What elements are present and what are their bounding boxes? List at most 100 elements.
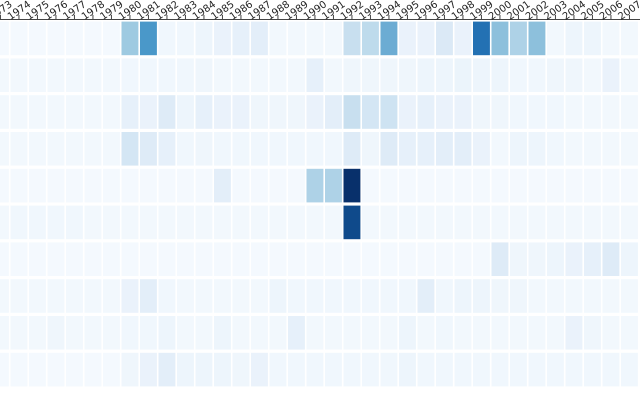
heatmap-cell-r3-1995[interactable] — [399, 132, 416, 166]
heatmap-cell-r2-1977[interactable] — [66, 95, 83, 129]
heatmap-cell-r0-1999[interactable] — [473, 21, 490, 56]
heatmap-cell-r1-1991[interactable] — [325, 58, 342, 92]
heatmap-cell-r4-1993[interactable] — [362, 168, 379, 203]
heatmap-cell-r7-1984[interactable] — [195, 279, 213, 313]
heatmap-cell-r3-1994[interactable] — [380, 132, 398, 166]
heatmap-cell-r4-1992[interactable] — [343, 168, 361, 203]
heatmap-cell-r8-1984[interactable] — [195, 316, 213, 350]
heatmap-cell-r0-1991[interactable] — [325, 21, 342, 56]
heatmap-cell-r0-1976[interactable] — [47, 21, 65, 56]
heatmap-cell-r7-1973[interactable] — [0, 279, 9, 313]
heatmap-cell-r9-1987[interactable] — [251, 352, 268, 387]
heatmap-cell-r8-2003[interactable] — [547, 316, 564, 350]
heatmap-cell-r1-1999[interactable] — [473, 58, 490, 92]
heatmap-cell-r1-1993[interactable] — [362, 58, 379, 92]
heatmap-cell-r8-1982[interactable] — [158, 316, 176, 350]
heatmap-cell-r6-1976[interactable] — [47, 242, 65, 276]
heatmap-cell-r6-1991[interactable] — [325, 242, 342, 276]
heatmap-cell-r7-1977[interactable] — [66, 279, 83, 313]
heatmap-cell-r2-1980[interactable] — [121, 95, 139, 129]
heatmap-cell-r7-1994[interactable] — [380, 279, 398, 313]
heatmap-cell-r7-1997[interactable] — [436, 279, 453, 313]
heatmap-cell-r8-1998[interactable] — [454, 316, 472, 350]
heatmap-cell-r1-2001[interactable] — [510, 58, 527, 92]
heatmap-cell-r5-1981[interactable] — [140, 205, 157, 240]
heatmap-cell-r7-1987[interactable] — [251, 279, 268, 313]
heatmap-cell-r2-1973[interactable] — [0, 95, 9, 129]
heatmap-cell-r0-2004[interactable] — [565, 21, 583, 56]
heatmap-cell-r7-1992[interactable] — [343, 279, 361, 313]
heatmap-cell-r7-1988[interactable] — [269, 279, 287, 313]
heatmap-cell-r3-1986[interactable] — [232, 132, 250, 166]
heatmap-cell-r2-1999[interactable] — [473, 95, 490, 129]
heatmap-cell-r8-1988[interactable] — [269, 316, 287, 350]
heatmap-cell-r0-1990[interactable] — [306, 21, 324, 56]
heatmap-cell-r2-1989[interactable] — [288, 95, 305, 129]
heatmap-cell-r4-1985[interactable] — [214, 168, 231, 203]
heatmap-cell-r0-1988[interactable] — [269, 21, 287, 56]
heatmap-cell-r8-1978[interactable] — [84, 316, 102, 350]
heatmap-cell-r1-1975[interactable] — [29, 58, 46, 92]
heatmap-cell-r6-1980[interactable] — [121, 242, 139, 276]
heatmap-cell-r7-1981[interactable] — [140, 279, 157, 313]
heatmap-cell-r5-1990[interactable] — [306, 205, 324, 240]
heatmap-cell-r7-1986[interactable] — [232, 279, 250, 313]
heatmap-cell-r0-1998[interactable] — [454, 21, 472, 56]
heatmap-cell-r2-2006[interactable] — [602, 95, 620, 129]
heatmap-cell-r1-2005[interactable] — [584, 58, 601, 92]
heatmap-cell-r6-1990[interactable] — [306, 242, 324, 276]
heatmap-cell-r9-1993[interactable] — [362, 352, 379, 387]
heatmap-cell-r3-1984[interactable] — [195, 132, 213, 166]
heatmap-cell-r9-1991[interactable] — [325, 352, 342, 387]
heatmap-cell-r8-1994[interactable] — [380, 316, 398, 350]
heatmap-cell-r2-1987[interactable] — [251, 95, 268, 129]
heatmap-cell-r9-1979[interactable] — [103, 352, 120, 387]
heatmap-cell-r3-1992[interactable] — [343, 132, 361, 166]
heatmap-cell-r2-2002[interactable] — [528, 95, 546, 129]
heatmap-cell-r3-1998[interactable] — [454, 132, 472, 166]
heatmap-cell-r2-1974[interactable] — [10, 95, 28, 129]
heatmap-cell-r6-1978[interactable] — [84, 242, 102, 276]
heatmap-cell-r5-1992[interactable] — [343, 205, 361, 240]
heatmap-cell-r5-1978[interactable] — [84, 205, 102, 240]
heatmap-cell-r4-2007[interactable] — [621, 168, 638, 203]
heatmap-cell-r3-1979[interactable] — [103, 132, 120, 166]
heatmap-cell-r5-1996[interactable] — [417, 205, 435, 240]
heatmap-cell-r7-2003[interactable] — [547, 279, 564, 313]
heatmap-cell-r0-1995[interactable] — [399, 21, 416, 56]
heatmap-cell-r2-1993[interactable] — [362, 95, 379, 129]
heatmap-cell-r9-1977[interactable] — [66, 352, 83, 387]
heatmap-cell-r9-1982[interactable] — [158, 352, 176, 387]
heatmap-cell-r7-2006[interactable] — [602, 279, 620, 313]
heatmap-cell-r1-1987[interactable] — [251, 58, 268, 92]
heatmap-cell-r1-1981[interactable] — [140, 58, 157, 92]
heatmap-cell-r1-1974[interactable] — [10, 58, 28, 92]
heatmap-cell-r8-2000[interactable] — [491, 316, 509, 350]
heatmap-cell-r8-1976[interactable] — [47, 316, 65, 350]
heatmap-cell-r9-1989[interactable] — [288, 352, 305, 387]
heatmap-cell-r2-1997[interactable] — [436, 95, 453, 129]
heatmap-cell-r6-1999[interactable] — [473, 242, 490, 276]
heatmap-cell-r0-2001[interactable] — [510, 21, 527, 56]
heatmap-cell-r7-1979[interactable] — [103, 279, 120, 313]
heatmap-cell-r3-1981[interactable] — [140, 132, 157, 166]
heatmap-cell-r6-2003[interactable] — [547, 242, 564, 276]
heatmap-cell-r0-1993[interactable] — [362, 21, 379, 56]
heatmap-cell-r2-1979[interactable] — [103, 95, 120, 129]
heatmap-cell-r2-2005[interactable] — [584, 95, 601, 129]
heatmap-cell-r3-1983[interactable] — [177, 132, 194, 166]
heatmap-cell-r0-1981[interactable] — [140, 21, 157, 56]
heatmap-cell-r7-2004[interactable] — [565, 279, 583, 313]
heatmap-cell-r3-2000[interactable] — [491, 132, 509, 166]
heatmap-cell-r0-1979[interactable] — [103, 21, 120, 56]
heatmap-cell-r3-2006[interactable] — [602, 132, 620, 166]
heatmap-cell-r0-1987[interactable] — [251, 21, 268, 56]
heatmap-cell-r8-1989[interactable] — [288, 316, 305, 350]
heatmap-cell-r9-1994[interactable] — [380, 352, 398, 387]
heatmap-cell-r7-1978[interactable] — [84, 279, 102, 313]
heatmap-cell-r6-1973[interactable] — [0, 242, 9, 276]
heatmap-cell-r4-1990[interactable] — [306, 168, 324, 203]
heatmap-cell-r8-1977[interactable] — [66, 316, 83, 350]
heatmap-cell-r7-2001[interactable] — [510, 279, 527, 313]
heatmap-cell-r4-1983[interactable] — [177, 168, 194, 203]
